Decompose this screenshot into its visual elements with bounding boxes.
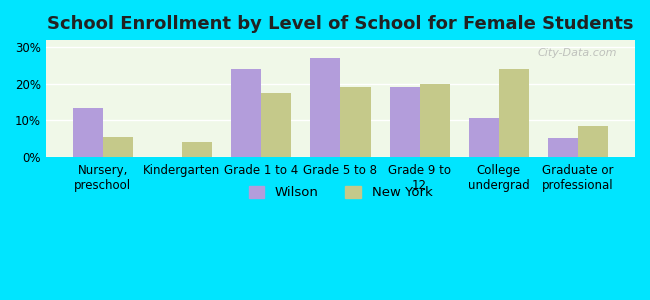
Bar <box>469 118 499 157</box>
Bar <box>231 69 261 157</box>
Bar <box>73 107 103 157</box>
Bar <box>261 93 291 157</box>
Bar <box>389 88 420 157</box>
Bar <box>499 69 529 157</box>
Bar <box>182 142 212 157</box>
Bar <box>420 84 450 157</box>
Legend: Wilson, New York: Wilson, New York <box>242 179 439 206</box>
Bar <box>578 126 608 157</box>
Text: City-Data.com: City-Data.com <box>538 48 618 58</box>
Bar <box>310 58 341 157</box>
Bar <box>103 137 133 157</box>
Bar <box>341 88 370 157</box>
Bar <box>548 139 578 157</box>
Title: School Enrollment by Level of School for Female Students: School Enrollment by Level of School for… <box>47 15 634 33</box>
